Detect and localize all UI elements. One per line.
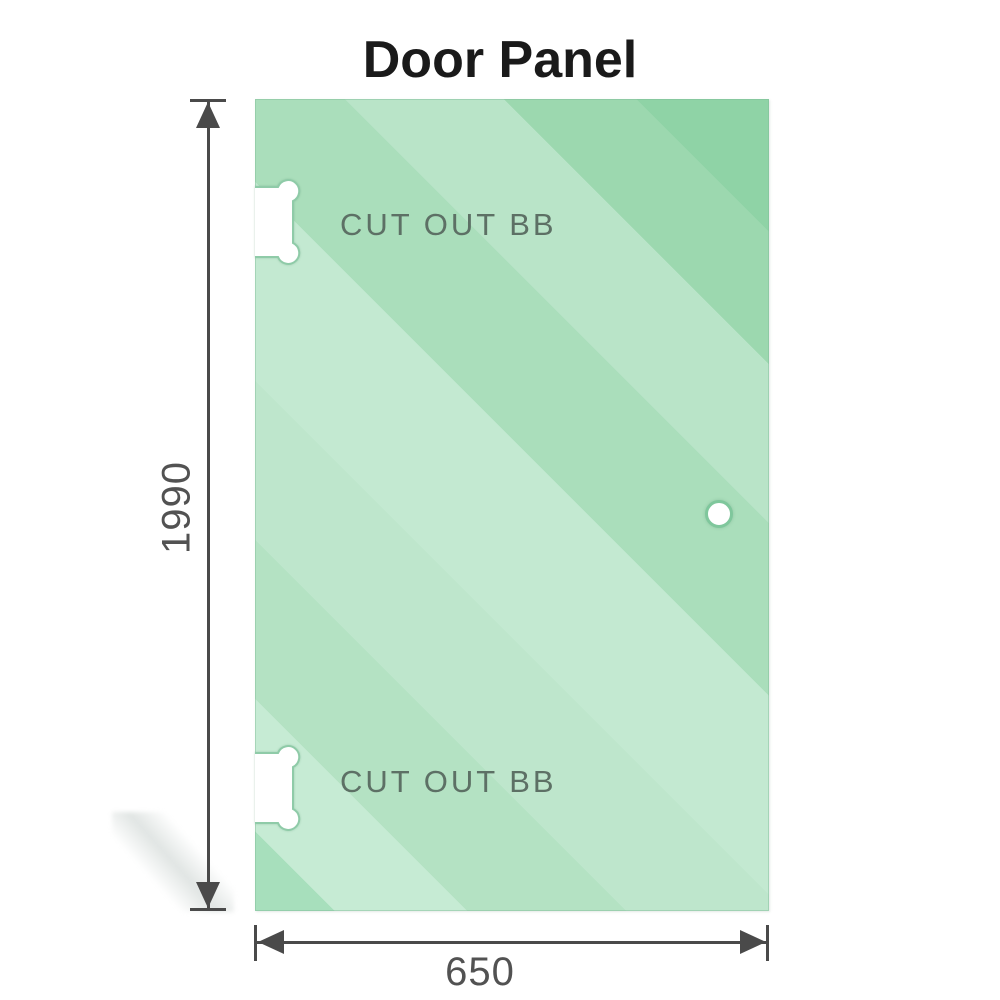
bottom-cutout-label: CUT OUT BB (340, 764, 557, 799)
door-panel-glass (255, 99, 769, 911)
handle-hole (705, 500, 733, 528)
page-title: Door Panel (362, 31, 638, 89)
top-hinge-cutout-shape (255, 179, 301, 265)
width-dimension-left-arrow-icon (258, 930, 284, 954)
height-dimension-bottom-tick (190, 908, 226, 911)
height-dimension-line (207, 100, 210, 910)
height-dimension-down-arrow-icon (196, 882, 220, 908)
width-dimension-line (256, 941, 768, 944)
width-dimension-left-tick (254, 925, 257, 961)
height-dimension-up-arrow-icon (196, 102, 220, 128)
bottom-hinge-cutout-shape (255, 745, 301, 831)
height-dimension-label: 1990 (154, 461, 199, 554)
width-dimension-label: 650 (445, 950, 515, 994)
width-dimension-right-arrow-icon (740, 930, 766, 954)
top-cutout-label: CUT OUT BB (340, 207, 557, 242)
width-dimension-right-tick (766, 925, 769, 961)
